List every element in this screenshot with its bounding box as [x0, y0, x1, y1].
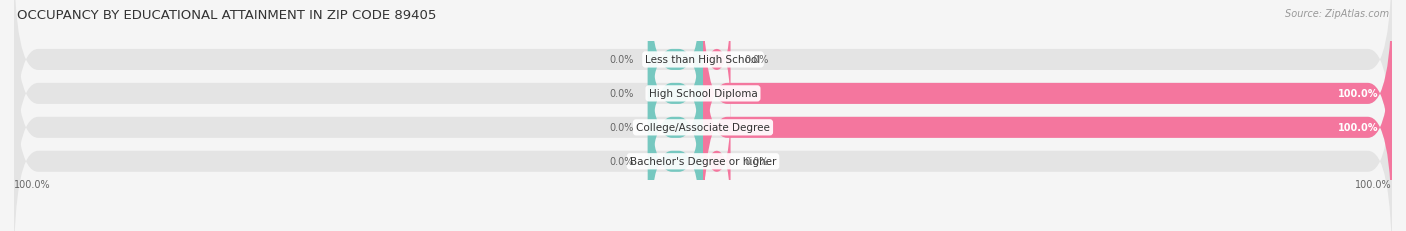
Text: OCCUPANCY BY EDUCATIONAL ATTAINMENT IN ZIP CODE 89405: OCCUPANCY BY EDUCATIONAL ATTAINMENT IN Z…: [17, 9, 436, 22]
FancyBboxPatch shape: [648, 54, 703, 231]
Text: 0.0%: 0.0%: [610, 55, 634, 65]
Text: 0.0%: 0.0%: [610, 89, 634, 99]
Text: 100.0%: 100.0%: [1355, 179, 1392, 189]
FancyBboxPatch shape: [14, 0, 1392, 168]
FancyBboxPatch shape: [703, 20, 1392, 231]
Text: 0.0%: 0.0%: [610, 123, 634, 133]
Text: 100.0%: 100.0%: [1337, 89, 1378, 99]
FancyBboxPatch shape: [14, 20, 1392, 231]
Text: 100.0%: 100.0%: [1337, 123, 1378, 133]
FancyBboxPatch shape: [14, 54, 1392, 231]
Text: 0.0%: 0.0%: [610, 157, 634, 167]
FancyBboxPatch shape: [648, 0, 703, 168]
Text: 0.0%: 0.0%: [744, 55, 769, 65]
FancyBboxPatch shape: [648, 0, 703, 202]
Text: Source: ZipAtlas.com: Source: ZipAtlas.com: [1285, 9, 1389, 19]
FancyBboxPatch shape: [14, 0, 1392, 202]
Text: College/Associate Degree: College/Associate Degree: [636, 123, 770, 133]
FancyBboxPatch shape: [703, 0, 1392, 202]
FancyBboxPatch shape: [703, 104, 731, 219]
FancyBboxPatch shape: [703, 3, 731, 117]
Text: 0.0%: 0.0%: [744, 157, 769, 167]
Text: High School Diploma: High School Diploma: [648, 89, 758, 99]
Text: Bachelor's Degree or higher: Bachelor's Degree or higher: [630, 157, 776, 167]
Text: Less than High School: Less than High School: [645, 55, 761, 65]
FancyBboxPatch shape: [648, 20, 703, 231]
Text: 100.0%: 100.0%: [14, 179, 51, 189]
